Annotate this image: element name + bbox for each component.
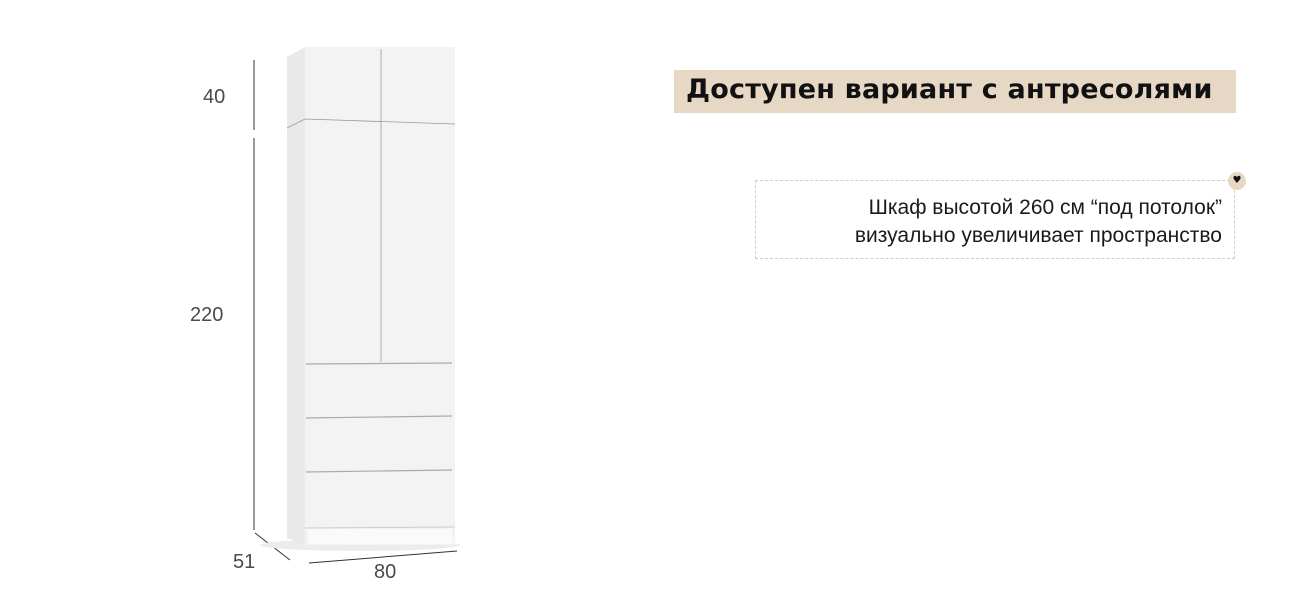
drawer-1-edge [305, 362, 453, 365]
mezzanine-bottom-edge [286, 118, 456, 129]
wardrobe-front [305, 47, 455, 545]
dimension-label-width: 80 [374, 561, 397, 583]
drawer-3-edge [305, 469, 453, 473]
dimension-label-mezzanine: 40 [203, 86, 226, 108]
info-note: Шкаф высотой 260 см “под потолок” визуал… [755, 180, 1235, 259]
dimension-label-depth: 51 [233, 551, 256, 573]
wardrobe-side [287, 47, 305, 545]
heart-icon: ♥ [1228, 172, 1246, 190]
mezzanine-banner: Доступен вариант с антресолями [674, 70, 1236, 113]
dimension-label-height: 220 [190, 304, 224, 326]
note-line-2: визуально увеличивает пространство [854, 224, 1222, 247]
drawer-2-edge [305, 415, 453, 419]
plinth-edge [304, 526, 456, 529]
dimension-line-width [308, 550, 458, 564]
banner-title: Доступен вариант с антресолями [686, 74, 1213, 105]
note-line-1: Шкаф высотой 260 см “под потолок” [868, 196, 1222, 219]
plinth [308, 529, 452, 544]
